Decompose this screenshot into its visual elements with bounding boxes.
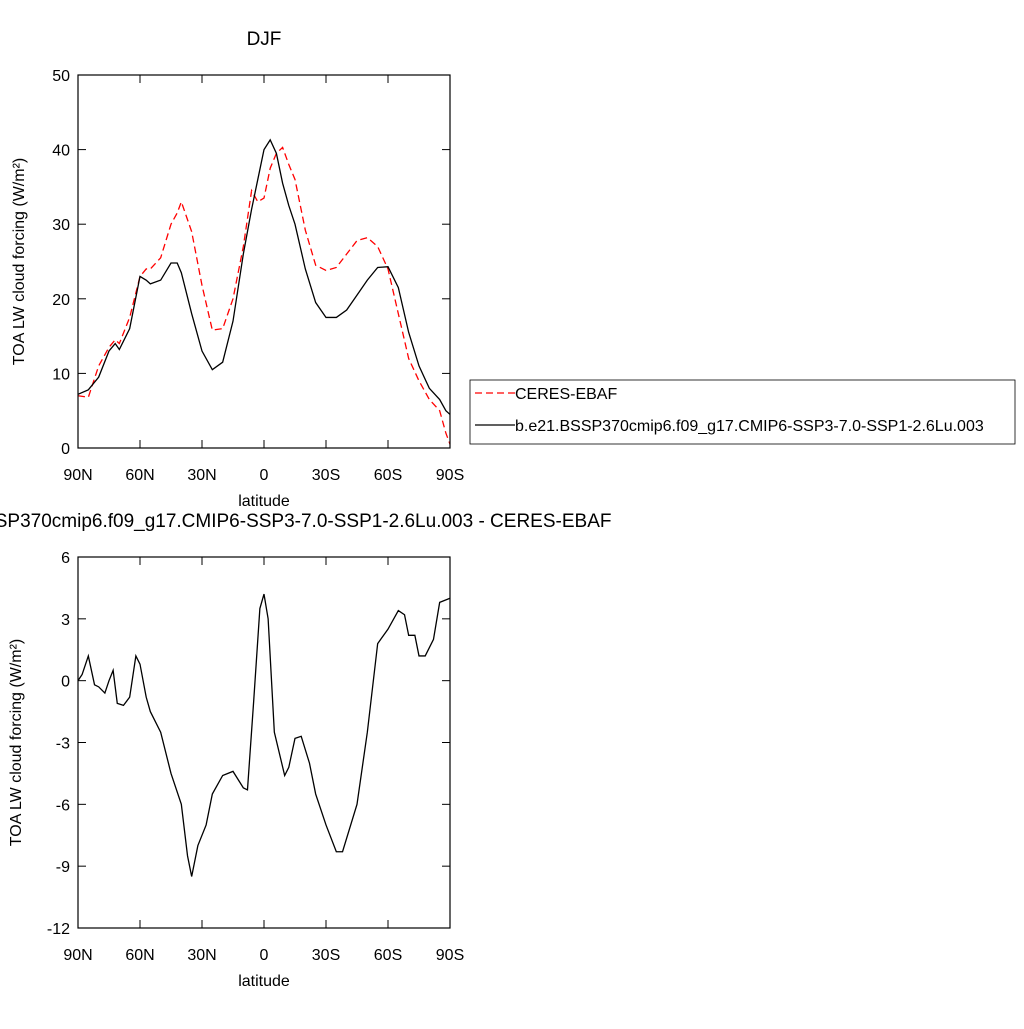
- y-tick-label: -3: [56, 736, 70, 753]
- x-tick-label: 60S: [374, 947, 402, 964]
- x-axis-label: latitude: [238, 493, 290, 510]
- x-tick-label: 90N: [63, 467, 92, 484]
- y-tick-label: 6: [61, 550, 70, 567]
- legend-label: b.e21.BSSP370cmip6.f09_g17.CMIP6-SSP3-7.…: [515, 418, 984, 435]
- series-line: [77, 593, 451, 877]
- y-tick-label: 0: [61, 674, 70, 691]
- x-tick-label: 30S: [312, 947, 340, 964]
- y-tick-label: 50: [52, 68, 70, 85]
- x-tick-label: 60S: [374, 467, 402, 484]
- plot-frame: [77, 74, 451, 449]
- x-tick-label: 30N: [187, 947, 216, 964]
- y-axis-label: TOA LW cloud forcing (W/m²): [8, 639, 25, 846]
- chart-title: b.e21.BSSP370cmip6.f09_g17.CMIP6-SSP3-7.…: [0, 511, 611, 532]
- x-tick-label: 60N: [125, 947, 154, 964]
- chart-title: DJF: [247, 29, 282, 50]
- x-axis-label: latitude: [238, 973, 290, 990]
- y-tick-label: 0: [61, 441, 70, 458]
- y-tick-label: 10: [52, 366, 70, 383]
- y-tick-label: 40: [52, 143, 70, 160]
- x-tick-label: 0: [260, 947, 269, 964]
- x-tick-label: 30S: [312, 467, 340, 484]
- legend-box: [469, 379, 1016, 445]
- y-tick-label: 3: [61, 612, 70, 629]
- y-axis-label: TOA LW cloud forcing (W/m²): [11, 158, 28, 365]
- x-tick-label: 90S: [436, 947, 464, 964]
- y-tick-label: 20: [52, 292, 70, 309]
- series-line: [77, 138, 451, 415]
- y-tick-label: -6: [56, 797, 70, 814]
- plot-frame: [77, 556, 451, 929]
- y-tick-label: 30: [52, 217, 70, 234]
- y-tick-label: -9: [56, 859, 70, 876]
- x-tick-label: 90S: [436, 467, 464, 484]
- x-tick-label: 90N: [63, 947, 92, 964]
- x-tick-label: 30N: [187, 467, 216, 484]
- series-line: [77, 146, 451, 445]
- y-tick-label: -12: [47, 921, 70, 938]
- x-tick-label: 0: [260, 467, 269, 484]
- x-tick-label: 60N: [125, 467, 154, 484]
- legend-label: CERES-EBAF: [515, 386, 617, 403]
